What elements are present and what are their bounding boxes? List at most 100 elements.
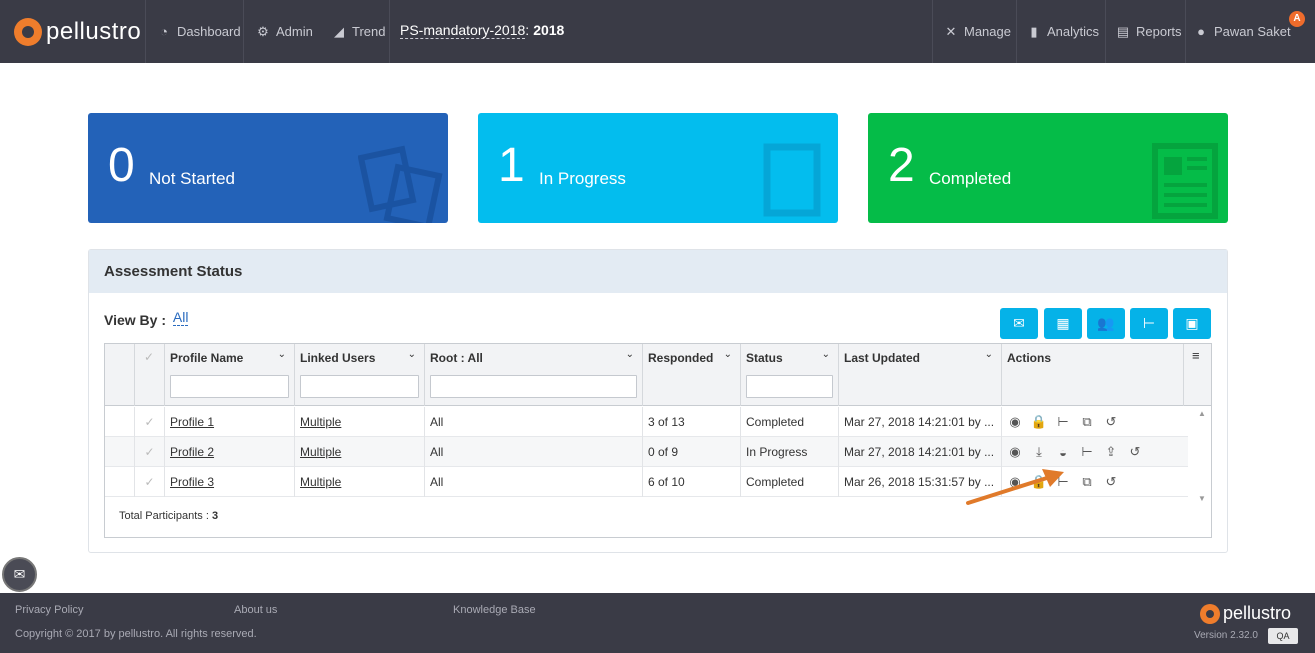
profile-cell: Profile 3 <box>165 467 295 497</box>
archive-button[interactable]: ▣ <box>1173 308 1211 339</box>
completed-count: 2 <box>888 139 915 192</box>
profile-name-filter[interactable] <box>170 375 289 398</box>
row-checkbox[interactable]: ✓ <box>135 467 165 497</box>
assessment-title[interactable]: PS-mandatory-2018 : 2018 <box>400 0 564 60</box>
assessment-grid: ✓ Profile Name ⌄ Linked Users ⌄ Root : A… <box>104 343 1212 538</box>
grid-header: ✓ Profile Name ⌄ Linked Users ⌄ Root : A… <box>105 344 1211 406</box>
chevron-down-icon[interactable]: ⌄ <box>723 349 732 360</box>
table-row[interactable]: ✓ Profile 2 Multiple All 0 of 9 In Progr… <box>105 437 1188 467</box>
col-responded[interactable]: Responded ⌄ <box>643 344 741 406</box>
document-icon: ▤ <box>1116 23 1130 39</box>
download-icon[interactable]: ⤓ <box>1036 444 1042 459</box>
responded-cell: 6 of 10 <box>643 467 741 497</box>
scroll-up-icon[interactable]: ▲ <box>1198 409 1206 418</box>
grid-vertical-scrollbar[interactable]: ▲ ▼ <box>1195 407 1209 505</box>
nav-divider <box>243 0 244 63</box>
nav-reports[interactable]: ▤ Reports <box>1115 0 1182 63</box>
brand-logo[interactable]: pellustro <box>14 15 141 49</box>
col-profile-name[interactable]: Profile Name ⌄ <box>165 344 295 406</box>
feedback-mail-button[interactable]: ✉ <box>2 557 37 592</box>
chevron-down-icon[interactable]: ⌄ <box>821 349 830 360</box>
checkmark-icon: ✓ <box>144 350 155 364</box>
linked-users-link[interactable]: Multiple <box>300 415 342 429</box>
nav-manage[interactable]: ✕ Manage <box>943 0 1011 63</box>
status-cell: Completed <box>741 467 839 497</box>
root-cell: All <box>425 407 643 437</box>
col-status[interactable]: Status ⌄ <box>741 344 839 406</box>
row-checkbox[interactable]: ✓ <box>135 407 165 437</box>
total-participants-value: 3 <box>211 510 219 522</box>
chevron-down-icon[interactable]: ⌄ <box>984 349 993 360</box>
copy-icon[interactable]: ⧉ <box>1082 474 1092 489</box>
about-us-link[interactable]: About us <box>234 604 278 616</box>
linked-users-filter[interactable] <box>300 375 419 398</box>
lock-icon[interactable]: 🔒 <box>1030 414 1048 429</box>
schedule-button[interactable]: ▦ <box>1044 308 1082 339</box>
pellustro-logo-icon <box>14 18 42 46</box>
profile-link[interactable]: Profile 1 <box>170 415 215 429</box>
nav-admin[interactable]: ⚙ Admin <box>255 0 313 63</box>
footer-brand-name: pellustro <box>1223 603 1292 623</box>
nav-trend[interactable]: ◢ Trend <box>331 0 385 63</box>
trend-chart-icon: ◢ <box>334 23 344 39</box>
scroll-down-icon[interactable]: ▼ <box>1198 494 1206 503</box>
chevron-down-icon[interactable]: ⌄ <box>407 349 416 360</box>
user-notification-badge[interactable]: A <box>1289 11 1305 27</box>
tile-completed[interactable]: 2 Completed <box>868 113 1228 223</box>
copy-icon[interactable]: ⧉ <box>1082 414 1092 429</box>
mail-icon: ✉ <box>1013 315 1025 331</box>
chevron-down-icon[interactable]: ⌄ <box>625 349 634 360</box>
profile-link[interactable]: Profile 3 <box>170 475 215 489</box>
reset-icon[interactable]: ↺ <box>1129 444 1141 459</box>
nav-dashboard[interactable]: ◔ Dashboard <box>156 0 241 63</box>
publish-icon[interactable]: ⇪ <box>1105 444 1117 459</box>
mail-icon: ✉ <box>13 566 26 582</box>
reset-icon[interactable]: ↺ <box>1105 414 1117 429</box>
col-last-updated[interactable]: Last Updated ⌄ <box>839 344 1002 406</box>
nav-dashboard-label: Dashboard <box>177 24 241 39</box>
linked-users-link[interactable]: Multiple <box>300 475 342 489</box>
col-linked-users[interactable]: Linked Users ⌄ <box>295 344 425 406</box>
linked-users-link[interactable]: Multiple <box>300 445 342 459</box>
chevron-down-icon[interactable]: ⌄ <box>277 349 286 360</box>
column-menu-button[interactable]: ≡ <box>1184 344 1211 406</box>
knowledge-base-link[interactable]: Knowledge Base <box>453 604 536 616</box>
view-by-selector[interactable]: All <box>172 309 189 326</box>
assessment-year: 2018 <box>533 22 565 38</box>
responded-cell: 0 of 9 <box>643 437 741 467</box>
add-hierarchy-button[interactable]: ⊢ <box>1130 308 1168 339</box>
hierarchy-icon[interactable]: ⊢ <box>1057 414 1069 429</box>
send-mail-button[interactable]: ✉ <box>1000 308 1038 339</box>
privacy-policy-link[interactable]: Privacy Policy <box>15 604 84 616</box>
row-checkbox[interactable]: ✓ <box>135 437 165 467</box>
tile-in-progress[interactable]: 1 In Progress <box>478 113 838 223</box>
total-participants-label: Total Participants : <box>119 510 209 522</box>
environment-badge: QA <box>1268 628 1298 644</box>
in-progress-count: 1 <box>498 139 525 192</box>
last-updated-cell: Mar 26, 2018 15:31:57 by ... <box>839 467 1002 497</box>
profile-link[interactable]: Profile 2 <box>170 445 215 459</box>
eye-icon[interactable]: ◉ <box>1009 474 1021 489</box>
col-status-label: Status <box>746 351 783 365</box>
manage-users-button[interactable]: 👥 <box>1087 308 1125 339</box>
archive-icon: ▣ <box>1185 315 1199 331</box>
nav-user-menu[interactable]: ● Pawan Saket <box>1193 0 1291 63</box>
eye-icon[interactable]: ◉ <box>1009 414 1021 429</box>
reset-icon[interactable]: ↺ <box>1105 474 1117 489</box>
root-filter[interactable] <box>430 375 637 398</box>
col-root[interactable]: Root : All ⌄ <box>425 344 643 406</box>
nav-analytics[interactable]: ▮ Analytics <box>1026 0 1099 63</box>
version-text: Version 2.32.0 <box>1194 630 1258 641</box>
assessment-status-panel: Assessment Status View By : All ✉ ▦ 👥 ⊢ … <box>88 249 1228 553</box>
eye-icon[interactable]: ◉ <box>1009 444 1021 459</box>
col-actions-label: Actions <box>1007 351 1052 365</box>
nav-admin-label: Admin <box>276 24 313 39</box>
hierarchy-icon[interactable]: ⊢ <box>1081 444 1093 459</box>
hierarchy-icon[interactable]: ⊢ <box>1057 474 1069 489</box>
tile-not-started[interactable]: 0 Not Started <box>88 113 448 223</box>
assessment-name[interactable]: PS-mandatory-2018 <box>400 21 526 39</box>
table-row[interactable]: ✓ Profile 1 Multiple All 3 of 13 Complet… <box>105 407 1188 437</box>
select-all-checkbox[interactable]: ✓ <box>135 344 165 406</box>
notification-bell-icon[interactable]: ◒ <box>1059 444 1067 460</box>
status-filter[interactable] <box>746 375 833 398</box>
